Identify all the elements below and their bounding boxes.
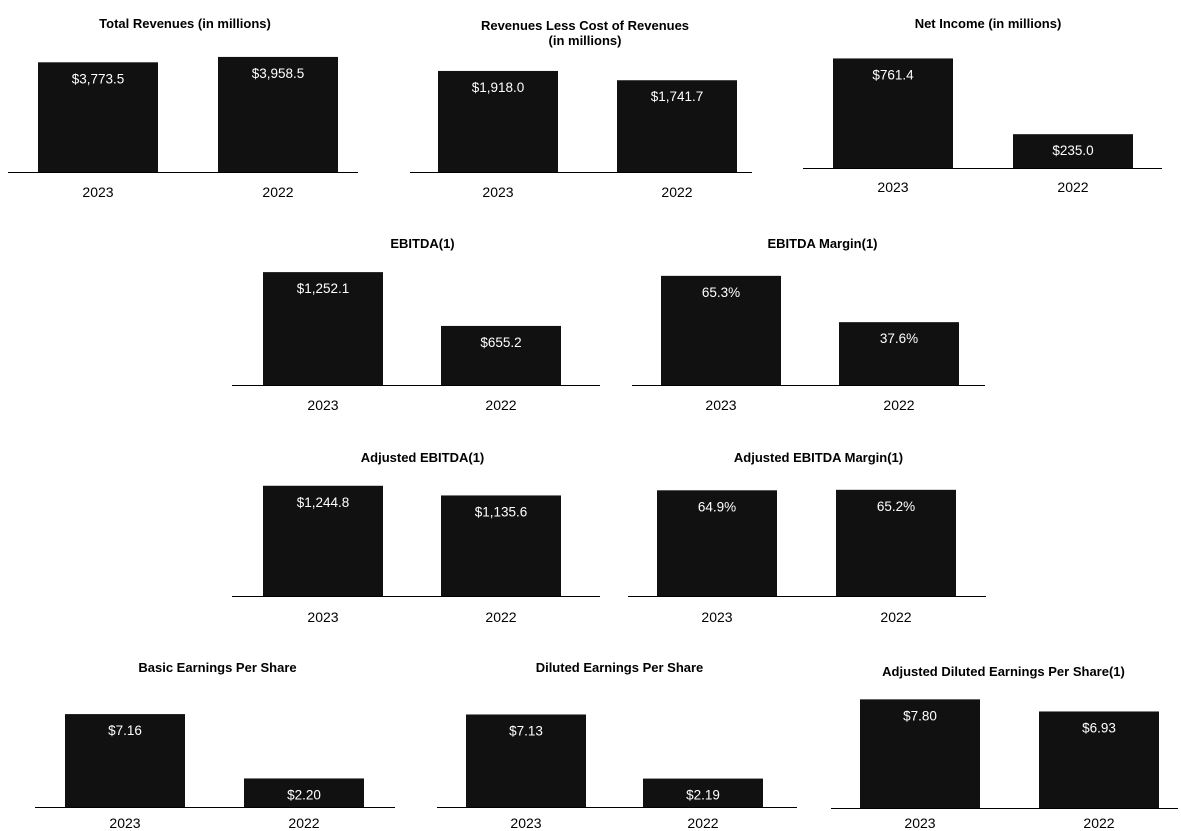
- data-label: $7.80: [903, 708, 937, 723]
- bar-2022: [441, 495, 561, 596]
- chart-title: Basic Earnings Per Share: [138, 660, 297, 675]
- category-label: 2022: [262, 184, 293, 200]
- bar-2023: [263, 272, 383, 385]
- data-label: $1,741.7: [651, 89, 704, 104]
- bar-2023: [833, 58, 953, 169]
- bar-2023: [657, 490, 777, 596]
- data-label: $235.0: [1052, 143, 1093, 158]
- data-label: $2.20: [287, 787, 321, 802]
- data-label: $3,773.5: [72, 71, 125, 86]
- chart-plot: $3,773.5 2023 $3,958.5 2022: [8, 56, 358, 200]
- category-label: 2022: [880, 609, 911, 625]
- data-label: $7.13: [509, 723, 543, 738]
- category-label: 2023: [482, 184, 513, 200]
- chart-adjusted-diluted-eps: Adjusted Diluted Earnings Per Share(1) $7…: [826, 660, 1181, 831]
- chart-diluted-eps: Diluted Earnings Per Share $7.13 2023 $2.19…: [432, 656, 807, 831]
- chart-title: EBITDA Margin(1): [767, 236, 878, 251]
- bar-2022: [836, 489, 956, 596]
- data-label: $1,252.1: [297, 281, 350, 296]
- bar-2023: [438, 70, 558, 172]
- chart-ebitda: EBITDA(1) $1,252.1 2023 $655.2 2022: [230, 232, 615, 422]
- chart-plot: 65.3% 2023 37.6% 2022: [632, 275, 985, 413]
- data-label: $1,244.8: [297, 495, 350, 510]
- chart-title: Total Revenues (in millions): [99, 16, 271, 31]
- bar-2023: [661, 275, 781, 385]
- category-label: 2023: [82, 184, 113, 200]
- bar-2022: [643, 778, 763, 807]
- data-label: $2.19: [686, 788, 720, 803]
- category-label: 2022: [485, 609, 516, 625]
- chart-plot: $1,252.1 2023 $655.2 2022: [232, 272, 600, 413]
- bar-2022: [244, 778, 364, 807]
- chart-title: Adjusted EBITDA Margin(1): [733, 450, 904, 465]
- data-label: $7.16: [108, 723, 142, 738]
- category-label: 2022: [687, 815, 718, 831]
- bar-2022: [218, 56, 338, 173]
- data-label: $6.93: [1082, 720, 1116, 735]
- chart-net-income: Net Income (in millions) $761.4 2023 $235.0…: [795, 12, 1181, 212]
- bar-2022: [839, 322, 959, 385]
- chart-title: EBITDA(1): [390, 236, 455, 251]
- chart-plot: $761.4 2023 $235.0 2022: [803, 58, 1162, 195]
- category-label: 2023: [307, 397, 338, 413]
- category-label: 2023: [904, 815, 935, 831]
- chart-plot: $7.80 2023 $6.93 2022: [831, 699, 1178, 831]
- bar-2023: [466, 714, 586, 807]
- chart-adjusted-ebitda-margin: Adjusted EBITDA Margin(1) 64.9% 2023 65.2% 2…: [626, 446, 1011, 636]
- bar-2023: [263, 485, 383, 596]
- data-label: $655.2: [480, 335, 521, 350]
- chart-total-revenues: Total Revenues (in millions) $3,773.5 2023…: [0, 12, 370, 212]
- category-label: 2022: [485, 397, 516, 413]
- data-label: $1,135.6: [475, 504, 528, 519]
- category-label: 2023: [705, 397, 736, 413]
- category-label: 2022: [288, 815, 319, 831]
- data-label: $761.4: [872, 67, 914, 82]
- chart-plot: $7.16 2023 $2.20 2022: [35, 714, 395, 831]
- chart-revenues-less-cost: Revenues Less Cost of Revenues (in milli…: [395, 12, 775, 212]
- data-label: $1,918.0: [472, 80, 525, 95]
- category-label: 2023: [701, 609, 732, 625]
- category-label: 2022: [1083, 815, 1114, 831]
- category-label: 2023: [877, 179, 908, 195]
- category-label: 2022: [883, 397, 914, 413]
- bar-2023: [65, 714, 185, 807]
- bar-2023: [860, 699, 980, 808]
- data-label: 64.9%: [698, 499, 736, 514]
- category-label: 2022: [1057, 179, 1088, 195]
- data-label: 65.2%: [877, 499, 915, 514]
- category-label: 2023: [510, 815, 541, 831]
- chart-title: Revenues Less Cost of Revenues (in milli…: [480, 18, 690, 48]
- chart-title: Adjusted Diluted Earnings Per Share(1): [882, 664, 1125, 679]
- chart-plot: $7.13 2023 $2.19 2022: [437, 714, 797, 831]
- bar-2023: [38, 62, 158, 172]
- bar-2022: [617, 80, 737, 172]
- chart-plot: $1,244.8 2023 $1,135.6 2022: [232, 485, 600, 625]
- chart-plot: $1,918.0 2023 $1,741.7 2022: [410, 70, 752, 200]
- chart-title: Adjusted EBITDA(1): [360, 450, 485, 465]
- chart-ebitda-margin: EBITDA Margin(1) 65.3% 2023 37.6% 2022: [630, 232, 1015, 422]
- category-label: 2023: [109, 815, 140, 831]
- bar-2022: [1039, 711, 1159, 808]
- data-label: 65.3%: [702, 285, 740, 300]
- chart-basic-eps: Basic Earnings Per Share $7.16 2023 $2.20 20…: [30, 656, 405, 831]
- chart-title: Diluted Earnings Per Share: [535, 660, 704, 675]
- category-label: 2023: [307, 609, 338, 625]
- chart-plot: 64.9% 2023 65.2% 2022: [628, 489, 986, 625]
- data-label: 37.6%: [880, 331, 918, 346]
- category-label: 2022: [661, 184, 692, 200]
- chart-adjusted-ebitda: Adjusted EBITDA(1) $1,244.8 2023 $1,135.6 20…: [230, 446, 615, 636]
- chart-title: Net Income (in millions): [914, 16, 1062, 31]
- bar-2022: [441, 325, 561, 385]
- bar-2022: [1013, 134, 1133, 168]
- data-label: $3,958.5: [252, 66, 305, 81]
